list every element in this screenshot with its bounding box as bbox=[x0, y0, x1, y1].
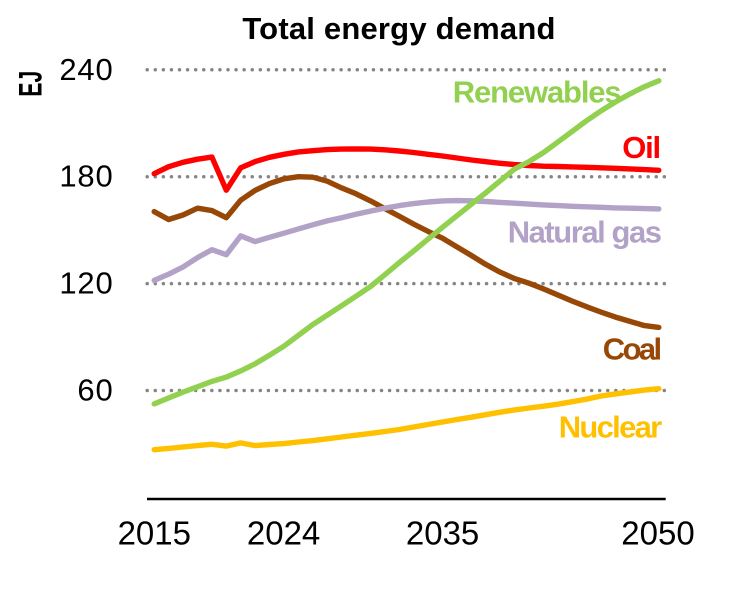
svg-text:60: 60 bbox=[77, 373, 113, 408]
svg-text:2050: 2050 bbox=[621, 514, 694, 551]
svg-text:2035: 2035 bbox=[406, 514, 479, 551]
svg-text:Oil: Oil bbox=[622, 130, 660, 165]
svg-text:Total energy demand: Total energy demand bbox=[242, 11, 555, 46]
svg-text:Natural gas: Natural gas bbox=[508, 214, 661, 249]
svg-text:180: 180 bbox=[59, 159, 113, 194]
svg-text:Renewables: Renewables bbox=[453, 75, 621, 110]
svg-text:Nuclear: Nuclear bbox=[559, 410, 662, 445]
svg-text:Coal: Coal bbox=[603, 332, 661, 367]
svg-text:120: 120 bbox=[59, 266, 113, 301]
svg-text:2015: 2015 bbox=[118, 514, 191, 551]
svg-text:EJ: EJ bbox=[12, 71, 49, 97]
svg-text:2024: 2024 bbox=[247, 514, 320, 551]
svg-text:240: 240 bbox=[59, 52, 113, 87]
